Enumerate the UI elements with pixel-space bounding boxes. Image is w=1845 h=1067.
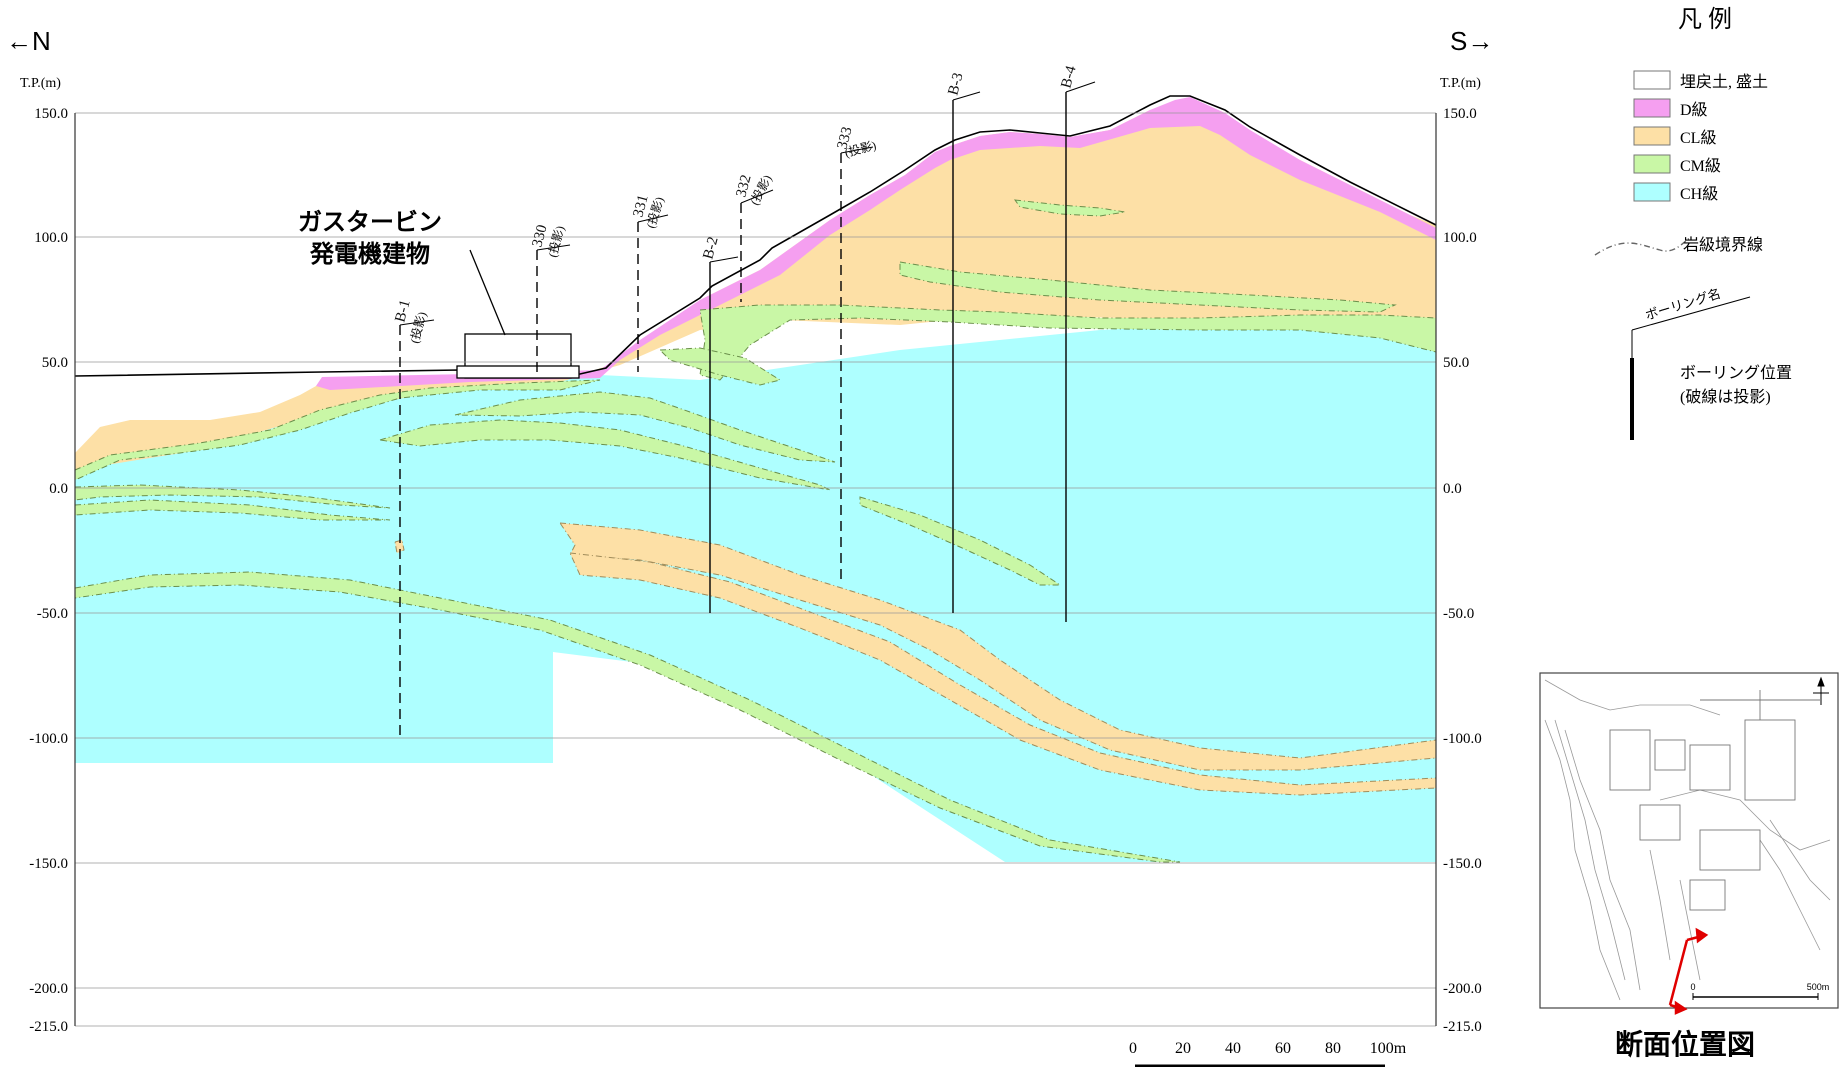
cm-band <box>1013 199 1126 217</box>
building-label-line2: 発電機建物 <box>309 240 430 268</box>
north-arrow-label: ←N <box>6 26 51 56</box>
scale-label: 20 <box>1175 1040 1191 1057</box>
elev-label: 0.0 <box>49 481 68 497</box>
gas-turbine-building <box>456 249 580 379</box>
legend-fill-swatch <box>1633 70 1671 90</box>
legend: 凡 例 埋戻土, 盛土 D級 CL級 CM級 CH級 岩級境界線 ボーリング名 … <box>1594 6 1792 440</box>
boundary-line-label: 岩級境界線 <box>1683 235 1763 254</box>
boring-position-label: ボーリング位置 <box>1680 364 1792 382</box>
cm-band <box>74 499 391 521</box>
geology-layers <box>74 97 1437 863</box>
boring-331-name: 331 <box>630 193 651 219</box>
elev-label: -215.0 <box>1443 1019 1482 1035</box>
elev-label: -150.0 <box>1443 856 1482 872</box>
elev-label: 50.0 <box>1443 355 1469 371</box>
boring-330-name: 330 <box>529 223 550 249</box>
elev-label: -100.0 <box>29 731 68 747</box>
legend-cl-label: CL級 <box>1680 129 1716 147</box>
south-arrow-label: S→ <box>1450 26 1493 56</box>
elev-label: 150.0 <box>34 106 68 122</box>
elev-label: -50.0 <box>37 606 68 622</box>
cl-band <box>558 522 1437 771</box>
section-frame <box>74 113 1437 1026</box>
boundary-line-sample <box>1594 237 1691 256</box>
boring-333-name: 333 <box>834 125 855 151</box>
building-label-line1: ガスタービン <box>298 209 442 236</box>
elevation-grid <box>75 112 1436 1027</box>
legend-fill-label: 埋戻土, 盛土 <box>1680 73 1768 91</box>
right-axis-unit: T.P.(m) <box>1440 76 1481 91</box>
north-compass-icon <box>1813 676 1829 705</box>
cm-band <box>859 496 1062 586</box>
elev-label: -150.0 <box>29 856 68 872</box>
legend-d-label: D級 <box>1680 101 1708 119</box>
legend-title: 凡 例 <box>1678 6 1732 33</box>
scale-label: 100m <box>1370 1040 1407 1057</box>
elev-label: -215.0 <box>29 1019 68 1035</box>
legend-cm-swatch <box>1633 154 1671 174</box>
inset-scale-label: 500m <box>1807 982 1830 992</box>
boring-332-name: 332 <box>733 173 754 199</box>
elev-label: 100.0 <box>1443 230 1477 246</box>
legend-cm-label: CM級 <box>1680 157 1721 175</box>
boring-b4-name: B-4 <box>1058 64 1079 90</box>
boring-b2-name: B-2 <box>700 235 721 261</box>
inset-scale-bar: 0 500m <box>1690 982 1829 1000</box>
cm-band <box>699 304 1437 381</box>
elev-label: -200.0 <box>1443 981 1482 997</box>
boring-name-sample-label: ボーリング名 <box>1643 286 1722 323</box>
legend-ch-swatch <box>1633 182 1671 202</box>
inset-location-map: 0 500m <box>1539 672 1839 1015</box>
inset-map-title: 断面位置図 <box>1615 1028 1755 1060</box>
right-elevation-labels: 150.0 100.0 50.0 0.0 -50.0 -100.0 -150.0… <box>1443 106 1482 1035</box>
left-axis-unit: T.P.(m) <box>20 76 61 91</box>
elev-label: 50.0 <box>42 355 68 371</box>
elev-label: -100.0 <box>1443 731 1482 747</box>
cl-band <box>569 552 1437 796</box>
cm-band <box>74 379 601 481</box>
boring-b1-name: B-1 <box>392 298 413 324</box>
cm-band <box>379 419 831 491</box>
inset-scale-label: 0 <box>1690 982 1695 992</box>
legend-d-swatch <box>1633 98 1671 118</box>
elev-label: -50.0 <box>1443 606 1474 622</box>
cm-band <box>658 347 782 386</box>
inset-map-contours <box>1544 679 1831 1001</box>
cm-band <box>454 391 836 463</box>
scale-label: 60 <box>1275 1040 1291 1057</box>
legend-ch-label: CH級 <box>1680 185 1718 203</box>
section-location-line <box>1668 927 1709 1015</box>
boring-position-note: (破線は投影) <box>1680 388 1771 406</box>
inset-map-buildings <box>1609 690 1820 911</box>
cm-band <box>74 571 1181 863</box>
legend-cl-swatch <box>1633 126 1671 146</box>
boring-logs <box>399 81 1096 738</box>
scale-label: 40 <box>1225 1040 1241 1057</box>
left-elevation-labels: 150.0 100.0 50.0 0.0 -50.0 -100.0 -150.0… <box>29 106 68 1035</box>
boring-b3-name: B-3 <box>945 71 966 97</box>
scale-bar: 0 20 40 60 80 100m <box>1129 1040 1407 1067</box>
scale-label: 80 <box>1325 1040 1341 1057</box>
elev-label: 150.0 <box>1443 106 1477 122</box>
elev-label: 0.0 <box>1443 481 1462 497</box>
elev-label: 100.0 <box>34 230 68 246</box>
scale-label: 0 <box>1129 1040 1137 1057</box>
elev-label: -200.0 <box>29 981 68 997</box>
